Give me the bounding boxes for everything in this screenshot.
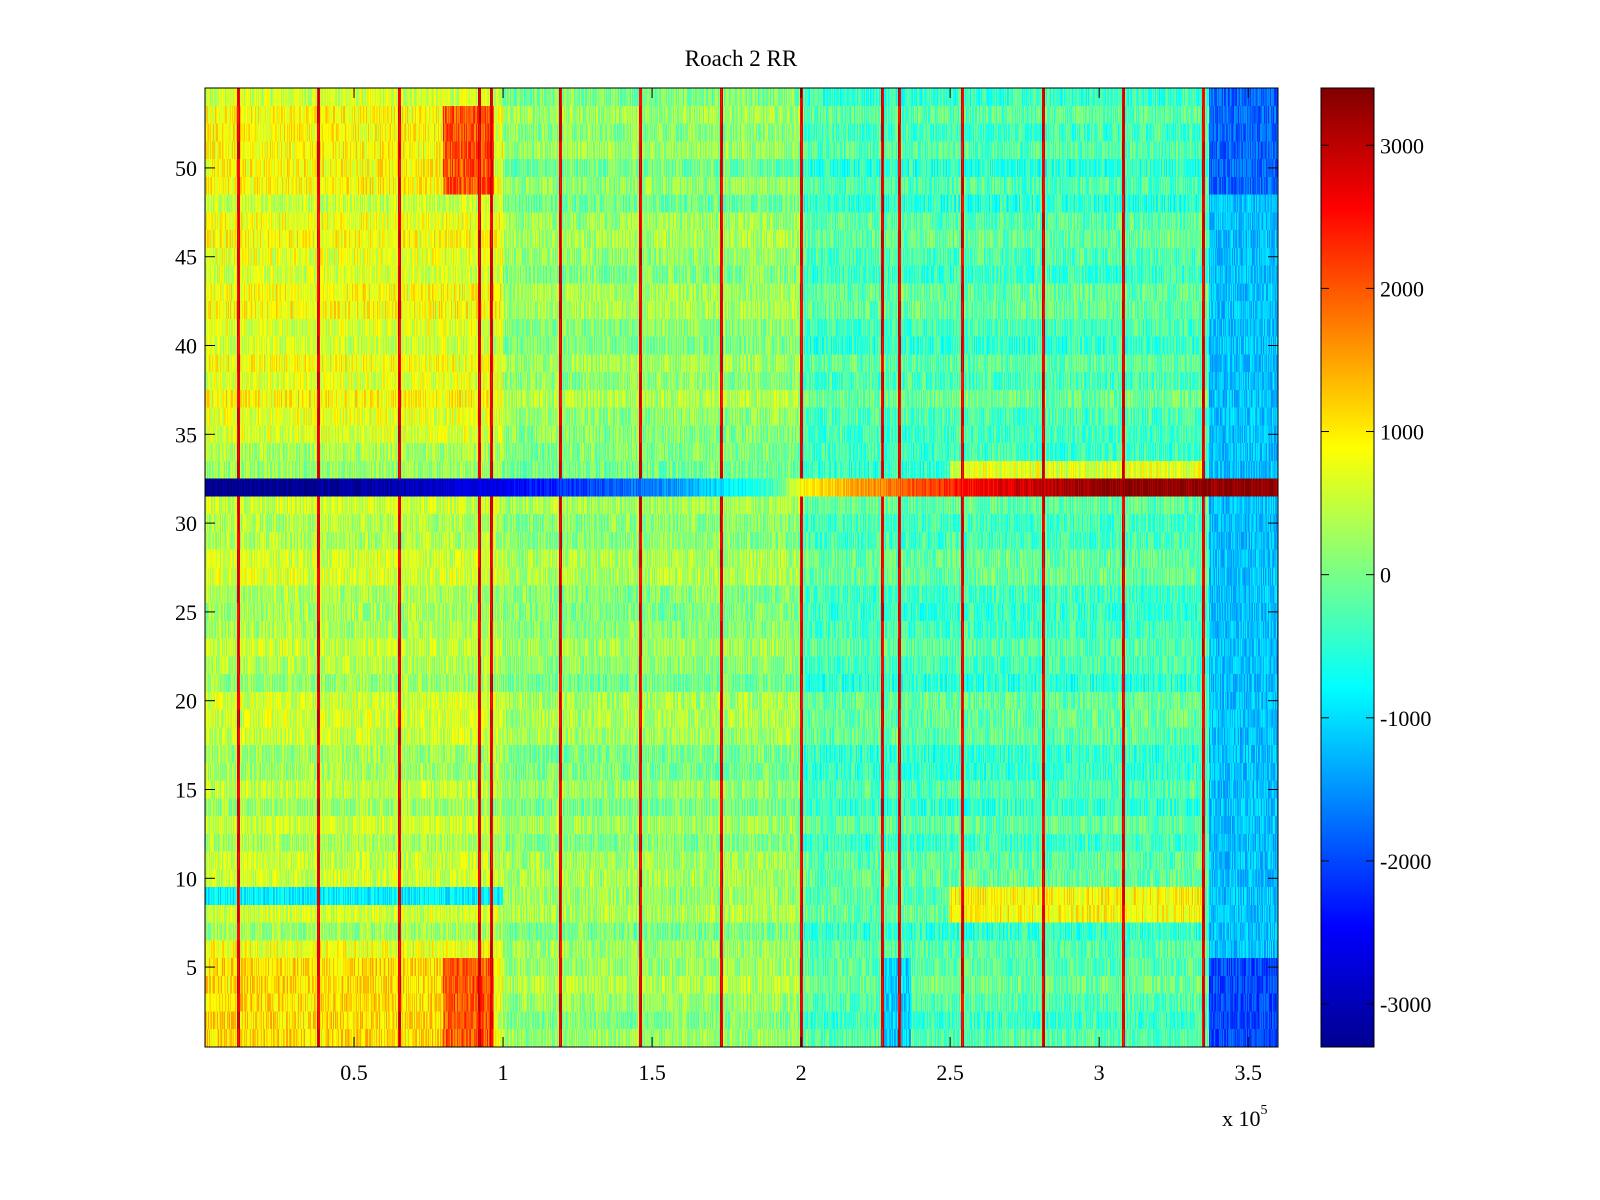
x-tick-label: 2	[796, 1060, 807, 1085]
x-tick-label: 3.5	[1234, 1060, 1262, 1085]
colorbar-tick-label: -2000	[1380, 849, 1431, 874]
y-tick-label: 10	[175, 866, 197, 891]
x-axis: 0.5 1 1.5 2 2.5 3 3.5	[340, 88, 1262, 1085]
heatmap-image	[205, 88, 1278, 1047]
y-tick-label: 5	[186, 955, 197, 980]
colorbar-tick-label: 2000	[1380, 276, 1424, 301]
colorbar-tick-label: -3000	[1380, 992, 1431, 1017]
x-tick-label: 1.5	[638, 1060, 666, 1085]
y-tick-label: 20	[175, 689, 197, 714]
x-tick-label: 0.5	[340, 1060, 368, 1085]
heatmap-plot-area	[204, 87, 1279, 1048]
chart-title: Roach 2 RR	[685, 46, 798, 71]
x-tick-label: 3	[1094, 1060, 1105, 1085]
y-tick-label: 50	[175, 156, 197, 181]
colorbar-tick-label: -1000	[1380, 706, 1431, 731]
colorbar-gradient	[1320, 87, 1375, 1048]
x-tick-label: 2.5	[936, 1060, 964, 1085]
y-tick-label: 30	[175, 511, 197, 536]
colorbar-tick-label: 3000	[1380, 133, 1424, 158]
y-tick-label: 25	[175, 600, 197, 625]
y-tick-label: 40	[175, 334, 197, 359]
colorbar: -3000 -2000 -1000 0 1000 2000 3000	[1320, 87, 1431, 1048]
x-tick-label: 1	[498, 1060, 509, 1085]
colorbar-tick-label: 1000	[1380, 420, 1424, 445]
y-tick-label: 15	[175, 777, 197, 802]
x-exponent-label: x 105	[1222, 1103, 1268, 1131]
y-axis: 5 10 15 20 25 30 35 40 45 50	[175, 156, 1278, 980]
y-tick-label: 45	[175, 245, 197, 270]
y-tick-label: 35	[175, 422, 197, 447]
plot-border	[204, 87, 1279, 1048]
colorbar-tick-label: 0	[1380, 563, 1391, 588]
colorbar-ticks: -3000 -2000 -1000 0 1000 2000 3000	[1321, 133, 1431, 1017]
